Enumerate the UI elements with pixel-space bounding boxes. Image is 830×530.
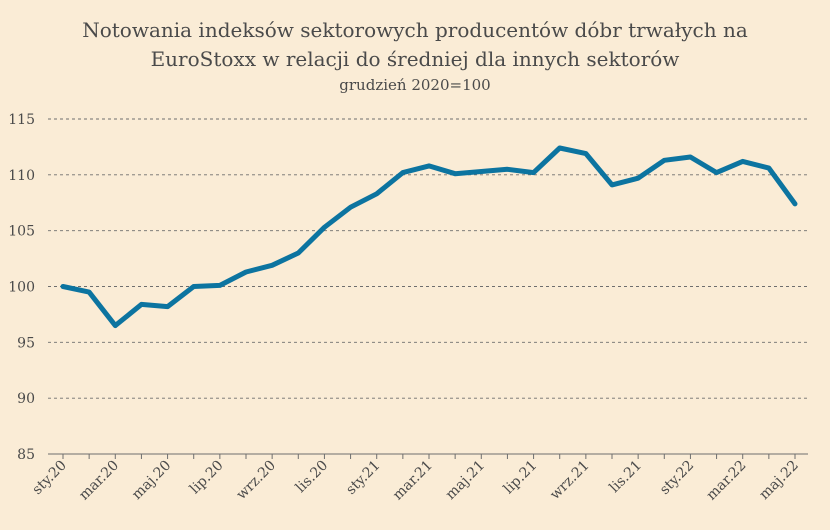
- x-tick-label: mar.21: [390, 458, 436, 504]
- x-tick-label: sty.21: [343, 458, 383, 498]
- data-point: [348, 205, 353, 210]
- y-tick-label: 85: [17, 447, 35, 463]
- data-point: [714, 170, 719, 175]
- x-tick-label: mar.22: [704, 458, 750, 504]
- data-point: [87, 290, 92, 295]
- chart-title-line-1: Notowania indeksów sektorowych producent…: [82, 18, 748, 42]
- data-point: [374, 191, 379, 196]
- data-point: [583, 151, 588, 156]
- x-tick-label: maj.20: [129, 458, 174, 503]
- x-tick-label: lip.20: [187, 458, 227, 498]
- x-tick-label: lis.21: [607, 458, 645, 496]
- data-point: [139, 302, 144, 307]
- data-point: [793, 201, 797, 206]
- chart-title: Notowania indeksów sektorowych producent…: [0, 16, 830, 74]
- data-point: [453, 171, 458, 176]
- data-point: [61, 284, 65, 289]
- x-tick-label: wrz.20: [233, 458, 278, 503]
- data-point: [191, 284, 196, 289]
- y-tick-label: 105: [8, 224, 35, 240]
- y-tick-label: 100: [8, 280, 35, 296]
- y-axis-ticks: 85 90 95 100 105 110 115: [8, 112, 35, 463]
- data-point: [322, 225, 327, 230]
- data-point: [165, 304, 170, 309]
- data-point: [479, 169, 484, 174]
- series-layer: [60, 145, 798, 329]
- data-point: [740, 159, 745, 164]
- y-tick-label: 95: [17, 335, 35, 351]
- x-tick-label: sty.22: [657, 458, 697, 498]
- data-point: [217, 283, 222, 288]
- grid-layer: [48, 118, 808, 455]
- data-point: [557, 146, 562, 151]
- x-tick-label: mar.20: [76, 458, 122, 504]
- data-point: [662, 158, 667, 163]
- y-tick-label: 115: [8, 112, 35, 128]
- chart-subtitle: grudzień 2020=100: [339, 76, 491, 94]
- y-tick-label: 90: [17, 391, 35, 407]
- data-point: [531, 170, 536, 175]
- y-tick-label: 110: [8, 168, 35, 184]
- data-point: [296, 251, 301, 255]
- data-point: [270, 263, 275, 268]
- x-axis-ticks: sty.20 mar.20 maj.20 lip.20 wrz.20 lis.20 sty.…: [29, 454, 802, 504]
- data-point: [427, 163, 431, 168]
- data-point: [636, 176, 641, 181]
- data-point: [400, 170, 405, 175]
- x-tick-label: maj.22: [756, 458, 801, 503]
- data-point: [113, 323, 118, 328]
- data-point: [244, 269, 248, 274]
- chart-title-line-2: EuroStoxx w relacji do średniej dla inny…: [150, 47, 680, 71]
- x-tick-label: lis.20: [293, 458, 331, 496]
- data-point: [505, 167, 510, 172]
- x-tick-label: wrz.21: [547, 458, 592, 503]
- data-point: [688, 154, 693, 159]
- data-point: [766, 166, 771, 171]
- x-tick-label: sty.20: [29, 458, 69, 498]
- data-point: [610, 182, 614, 187]
- x-tick-label: lip.21: [501, 458, 541, 498]
- x-tick-label: maj.21: [443, 458, 488, 503]
